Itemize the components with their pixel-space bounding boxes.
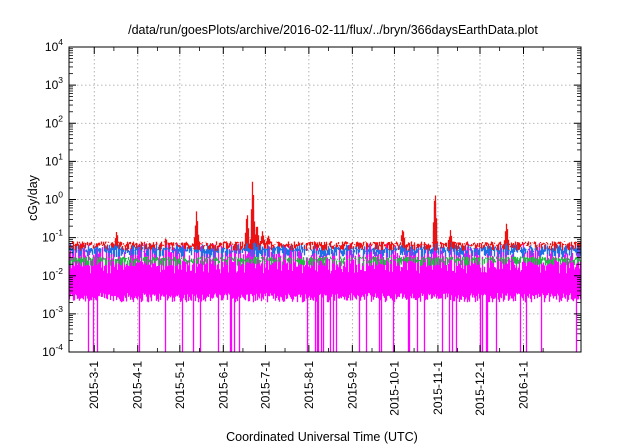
series-layer <box>68 181 582 352</box>
y-tick-label: 102 <box>45 113 63 130</box>
y-tick-label: 100 <box>45 190 63 207</box>
grid <box>69 47 581 352</box>
x-axis-title: Coordinated Universal Time (UTC) <box>226 430 418 444</box>
y-tick-label: 104 <box>45 37 63 54</box>
chart-title: /data/run/goesPlots/archive/2016-02-11/f… <box>128 23 538 37</box>
x-tick-label: 2016-1-1 <box>516 361 530 409</box>
x-tick-label: 2015-3-1 <box>87 361 101 409</box>
x-tick-label: 2015-10-1 <box>387 361 401 416</box>
series-3-trace <box>68 214 582 352</box>
x-tick-label: 2015-12-1 <box>473 361 487 416</box>
x-tick-label: 2015-8-1 <box>302 361 316 409</box>
x-tick-label: 2015-5-1 <box>173 361 187 409</box>
y-tick-label: 101 <box>45 151 63 168</box>
x-tick-label: 2015-4-1 <box>131 361 145 409</box>
ticks: 10-4 10-3 10-2 10-1 100 101 102 103 104 2015-3-1 2… <box>42 37 581 416</box>
y-axis-title: cGy/day <box>26 174 40 221</box>
y-tick-label: 10-1 <box>42 228 63 245</box>
series-0 <box>68 181 582 251</box>
series-3 <box>68 214 582 352</box>
y-tick-label: 10-4 <box>42 342 63 359</box>
series-0-trace <box>68 181 582 251</box>
x-tick-label: 2015-6-1 <box>216 361 230 409</box>
x-tick-label: 2015-9-1 <box>345 361 359 409</box>
y-tick-label: 103 <box>45 75 63 92</box>
x-tick-label: 2015-7-1 <box>258 361 272 409</box>
x-tick-label: 2015-11-1 <box>431 361 445 415</box>
y-tick-label: 10-3 <box>42 304 63 321</box>
y-tick-label: 10-2 <box>42 266 63 283</box>
